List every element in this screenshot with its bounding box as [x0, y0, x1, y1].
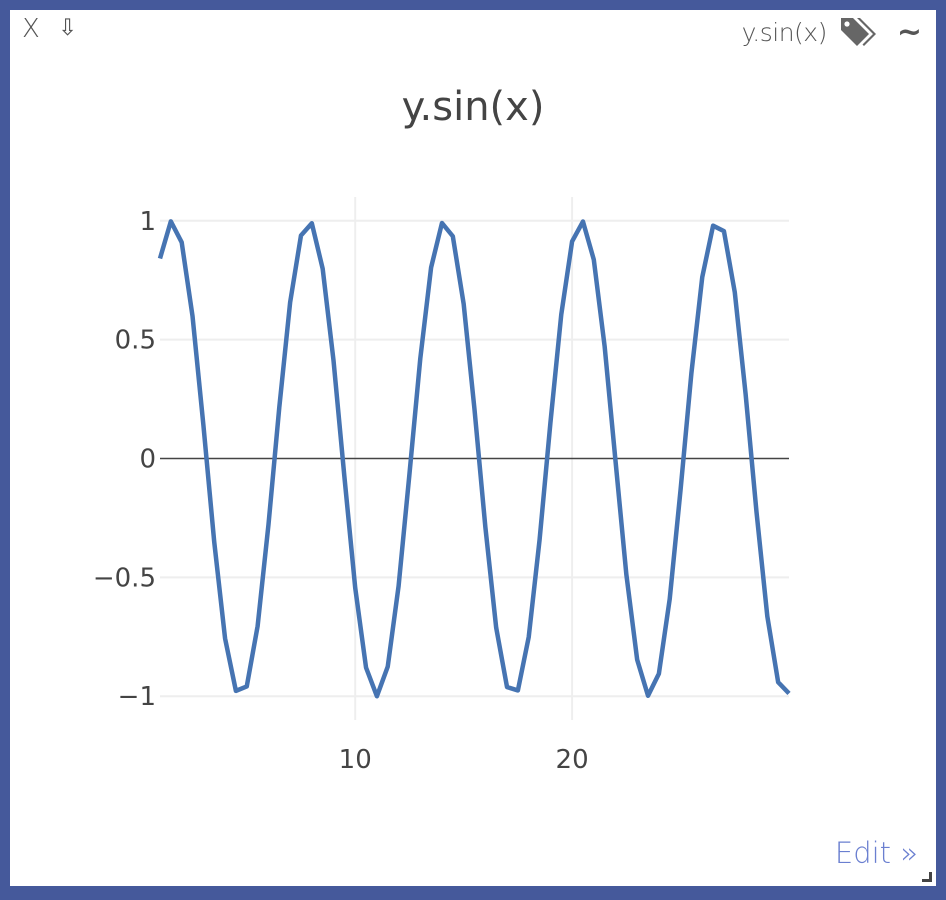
- toolbar-right: y.sin(x) ~: [742, 14, 922, 50]
- tags-icon[interactable]: [839, 16, 877, 48]
- series-line: [157, 219, 791, 699]
- axis-ticks: 10 20 1 0.5 0 −0.5 −1: [93, 207, 589, 775]
- tag-label[interactable]: y.sin(x): [741, 17, 828, 47]
- chart-title: y.sin(x): [402, 84, 545, 130]
- close-button[interactable]: X: [22, 14, 40, 44]
- resize-handle-icon[interactable]: [920, 870, 934, 884]
- wave-icon[interactable]: ~: [896, 14, 922, 50]
- chart: y.sin(x) 10 20 1 0.5 0 −0.5 −1: [93, 84, 791, 775]
- x-tick-label: 10: [339, 745, 372, 775]
- y-tick-label: 1: [139, 207, 156, 237]
- series-layer: [157, 219, 791, 699]
- download-button[interactable]: ⇩: [58, 15, 78, 41]
- x-tick-label: 20: [556, 745, 589, 775]
- edit-link[interactable]: Edit »: [834, 836, 918, 870]
- y-tick-label: 0.5: [115, 326, 156, 356]
- y-tick-label: −1: [118, 682, 156, 712]
- y-tick-label: −0.5: [93, 563, 156, 593]
- y-tick-label: 0: [139, 445, 156, 475]
